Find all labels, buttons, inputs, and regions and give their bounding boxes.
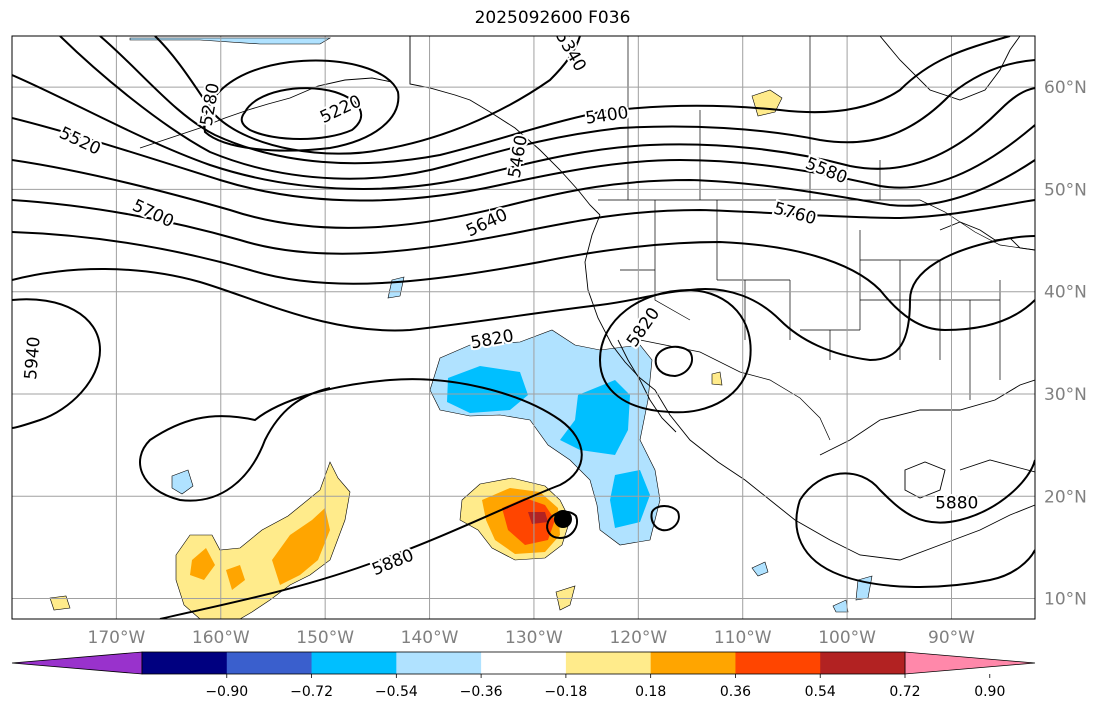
gulf-coast — [819, 379, 1035, 456]
contour-5940 — [12, 298, 102, 429]
colorbar-segment — [396, 652, 482, 674]
contour-5760 — [12, 231, 1035, 332]
state-lines — [620, 200, 1001, 400]
positive-shading-darkred — [528, 512, 548, 524]
longitude-tick-label: 90°W — [928, 628, 975, 648]
yucatan — [904, 461, 946, 499]
colorbar-tick-label: −0.72 — [290, 684, 333, 700]
colorbar-segment — [565, 652, 652, 674]
contour-5460 — [59, 36, 1035, 180]
colorbar-tick-label: −0.18 — [544, 684, 587, 700]
colorbar-tick-label: 0.54 — [805, 684, 836, 700]
contour-5820-ca — [598, 288, 752, 414]
baja-coast — [617, 339, 677, 433]
colorbar-segment — [142, 652, 228, 674]
longitude-tick-label: 150°W — [296, 628, 354, 648]
canada-provinces — [627, 36, 881, 200]
hudson-bay — [879, 36, 1021, 101]
colorbar-segment — [650, 652, 736, 674]
positive-shading-spot — [555, 585, 576, 611]
contour-5880-gulf — [795, 459, 1035, 588]
contour-dot-marker — [554, 510, 572, 528]
colorbar-outline — [141, 651, 906, 675]
contour-5700 — [12, 199, 1035, 255]
longitude-tick-label: 160°W — [192, 628, 250, 648]
latitude-tick-label: 30°N — [1044, 385, 1087, 405]
colorbar-segment — [226, 652, 313, 674]
cuba — [959, 459, 1035, 473]
canada-us-border — [598, 199, 1035, 251]
contour-5880-pac — [139, 378, 583, 619]
contour-5880-small3 — [650, 505, 680, 532]
west-coast — [584, 214, 1035, 561]
positive-shading-spot — [711, 371, 723, 386]
contour-5580 — [12, 117, 1035, 202]
colorbar-tick-label: −0.90 — [205, 684, 248, 700]
longitude-tick-labels: 170°W 160°W 150°W 140°W 130°W 120°W 110°W 100°W… — [88, 628, 976, 648]
longitude-tick-label: 140°W — [401, 628, 459, 648]
latitude-tick-label: 20°N — [1044, 487, 1087, 507]
border-layer — [598, 36, 1035, 441]
colorbar-segment — [735, 652, 821, 674]
aleutian-coast — [139, 77, 393, 149]
positive-shading-orange — [272, 508, 330, 585]
latitude-tick-label: 60°N — [1044, 78, 1087, 98]
negative-shading-blue — [610, 470, 650, 528]
longitude-tick-label: 130°W — [505, 628, 563, 648]
positive-shading-light — [175, 461, 351, 619]
colorbar-segment — [481, 652, 567, 674]
negative-shading-spot — [171, 469, 194, 495]
colorbar-tick-label: −0.36 — [460, 684, 503, 700]
colorbar-extend-high — [904, 651, 1036, 675]
contour-5280 — [203, 59, 400, 152]
colorbar-segment — [311, 652, 397, 674]
contour-5880-small — [654, 345, 694, 378]
colorbar-extend-low — [11, 651, 143, 675]
map-title: 2025092600 F036 — [474, 8, 631, 28]
contour-label: 5880 — [935, 493, 978, 513]
shaded-field-layer — [49, 37, 873, 619]
contour-5340 — [154, 36, 581, 155]
contour-label: 5940 — [21, 336, 45, 381]
latitude-tick-labels: 60°N 50°N 40°N 30°N 20°N 10°N — [1044, 78, 1087, 609]
negative-shading-spot — [751, 561, 769, 577]
longitude-tick-label: 110°W — [714, 628, 772, 648]
colorbar-tick-label: 0.90 — [974, 684, 1005, 700]
negative-shading-spot — [129, 37, 332, 45]
longitude-tick-label: 170°W — [88, 628, 146, 648]
latitude-tick-label: 40°N — [1044, 283, 1087, 303]
contour-5400 — [99, 36, 1011, 165]
contour-5640 — [12, 159, 1035, 229]
positive-shading-spot — [49, 595, 71, 611]
contour-5220 — [240, 87, 363, 140]
latitude-tick-label: 50°N — [1044, 180, 1087, 200]
height-contour-layer — [12, 36, 1035, 619]
longitude-tick-label: 100°W — [818, 628, 876, 648]
colorbar-segment — [820, 652, 906, 674]
colorbar — [11, 651, 1036, 675]
colorbar-tick-label: 0.18 — [635, 684, 666, 700]
colorbar-tick-label: −0.54 — [375, 684, 418, 700]
longitude-tick-label: 120°W — [609, 628, 667, 648]
us-mexico-border — [639, 339, 831, 441]
positive-shading-red — [502, 498, 555, 545]
positive-shading-orange — [226, 565, 245, 590]
negative-shading-blue — [560, 380, 630, 455]
colorbar-tick-label: 0.72 — [889, 684, 920, 700]
contour-5520 — [12, 74, 1035, 190]
colorbar-tick-label: 0.36 — [720, 684, 751, 700]
negative-shading-spot — [832, 599, 849, 613]
latitude-tick-label: 10°N — [1044, 590, 1087, 610]
colorbar-tick-labels: −0.90 −0.72 −0.54 −0.36 −0.18 0.18 0.36 0.54 0.7… — [205, 674, 1005, 700]
positive-shading-orange — [190, 548, 215, 580]
map-frame — [11, 35, 1036, 620]
